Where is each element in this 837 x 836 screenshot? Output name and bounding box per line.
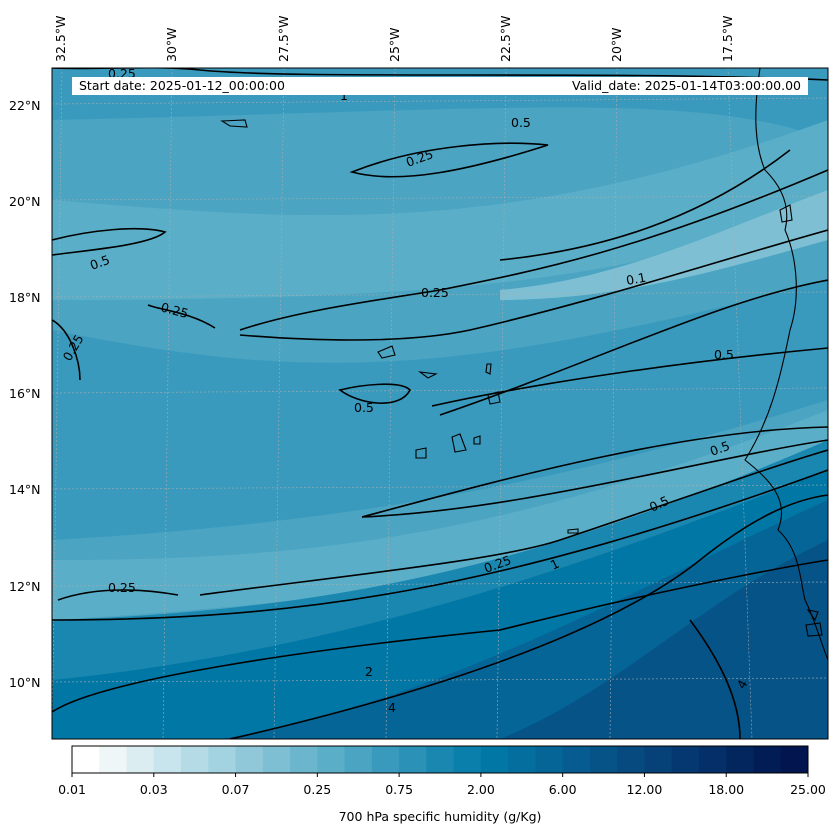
lon-label: 25°W bbox=[387, 27, 402, 62]
humidity-band bbox=[500, 540, 828, 739]
coastlines bbox=[220, 68, 828, 661]
colorbar-bin bbox=[235, 746, 264, 773]
lat-label: 18°N bbox=[9, 290, 41, 305]
contour-label: 0.5 bbox=[708, 438, 732, 459]
colorbar-bin bbox=[453, 746, 482, 773]
contour-label: 0.1 bbox=[625, 270, 647, 288]
contour-label: 0.5 bbox=[354, 400, 374, 415]
colorbar-bin bbox=[644, 746, 673, 773]
colorbar-bin bbox=[617, 746, 645, 773]
contour-label: 1 bbox=[340, 88, 348, 103]
map-frame bbox=[51, 67, 829, 740]
map-area: 0.25 1 0.5 0.25 0.5 0.25 0.25 0.1 0.25 0… bbox=[52, 68, 828, 739]
date-info-box: Start date: 2025-01-12_00:00:00 Valid_da… bbox=[72, 77, 808, 95]
lat-label: 20°N bbox=[9, 194, 41, 209]
colorbar-tick-label: 0.25 bbox=[303, 782, 332, 797]
humidity-band bbox=[52, 280, 828, 540]
colorbar-tick-label: 18.00 bbox=[708, 782, 745, 797]
colorbar-tick-label: 12.00 bbox=[626, 782, 663, 797]
contour-label: 0.5 bbox=[511, 115, 531, 130]
colorbar-bin bbox=[399, 746, 427, 773]
colorbar-bin bbox=[262, 746, 291, 773]
colorbar-tick-label: 0.03 bbox=[139, 782, 168, 797]
lat-label: 10°N bbox=[9, 675, 41, 690]
humidity-band bbox=[52, 120, 828, 300]
contour-label: 4 bbox=[388, 700, 396, 715]
colorbar-bin bbox=[508, 746, 536, 773]
contour-label: 2 bbox=[365, 664, 373, 679]
colorbar-bin bbox=[753, 746, 782, 773]
colorbar-bin bbox=[153, 746, 182, 773]
lat-label: 16°N bbox=[9, 386, 41, 401]
lon-label: 17.5°W bbox=[720, 15, 735, 62]
colorbar-bin bbox=[698, 746, 727, 773]
colorbar-bin bbox=[726, 746, 754, 773]
colorbar-tick-label: 2.00 bbox=[466, 782, 495, 797]
colorbar-tick-label: 0.75 bbox=[385, 782, 414, 797]
contour-label: 0.25 bbox=[421, 285, 449, 300]
colorbar-tick-label: 25.00 bbox=[790, 782, 826, 797]
colorbar-title: 700 hPa specific humidity (g/Kg) bbox=[338, 809, 542, 824]
lat-label: 22°N bbox=[9, 98, 41, 113]
colorbar-bin bbox=[72, 746, 100, 773]
colorbar-bin bbox=[126, 746, 155, 773]
colorbar-bin bbox=[562, 746, 591, 773]
colorbar-bin bbox=[371, 746, 400, 773]
contour-label: 0.5 bbox=[714, 347, 734, 362]
valid-date: Valid_date: 2025-01-14T03:00:00.00 bbox=[571, 78, 801, 93]
contour-label: 0.25 bbox=[159, 299, 190, 321]
humidity-band bbox=[52, 410, 828, 620]
lat-label: 12°N bbox=[9, 579, 41, 594]
contour-label: 0.5 bbox=[88, 252, 112, 273]
contour-label: 0.25 bbox=[108, 580, 136, 595]
start-date: Start date: 2025-01-12_00:00:00 bbox=[79, 78, 285, 93]
colorbar-tick-label: 6.00 bbox=[548, 782, 577, 797]
colorbar-bin bbox=[99, 746, 128, 773]
colorbar-bin bbox=[671, 746, 700, 773]
colorbar-tick-label: 0.07 bbox=[221, 782, 250, 797]
lon-label: 22.5°W bbox=[498, 15, 513, 62]
lon-label: 27.5°W bbox=[276, 15, 291, 62]
colorbar-bin bbox=[589, 746, 618, 773]
colorbar-bin bbox=[535, 746, 564, 773]
colorbar-bin bbox=[480, 746, 509, 773]
colorbar bbox=[71, 745, 809, 777]
colorbar-bin bbox=[426, 746, 455, 773]
lon-label: 20°W bbox=[609, 27, 624, 62]
lat-label: 14°N bbox=[9, 482, 41, 497]
contour-lines bbox=[52, 68, 828, 739]
colorbar-bin bbox=[344, 746, 373, 773]
colorbar-bin bbox=[181, 746, 209, 773]
colorbar-bin bbox=[780, 746, 809, 773]
colorbar-bin bbox=[317, 746, 346, 773]
colorbar-tick-label: 0.01 bbox=[58, 782, 86, 797]
colorbar-bin bbox=[208, 746, 237, 773]
lon-label: 30°W bbox=[164, 27, 179, 62]
colorbar-frame bbox=[71, 745, 809, 774]
lon-label: 32.5°W bbox=[53, 15, 68, 62]
colorbar-bin bbox=[290, 746, 318, 773]
